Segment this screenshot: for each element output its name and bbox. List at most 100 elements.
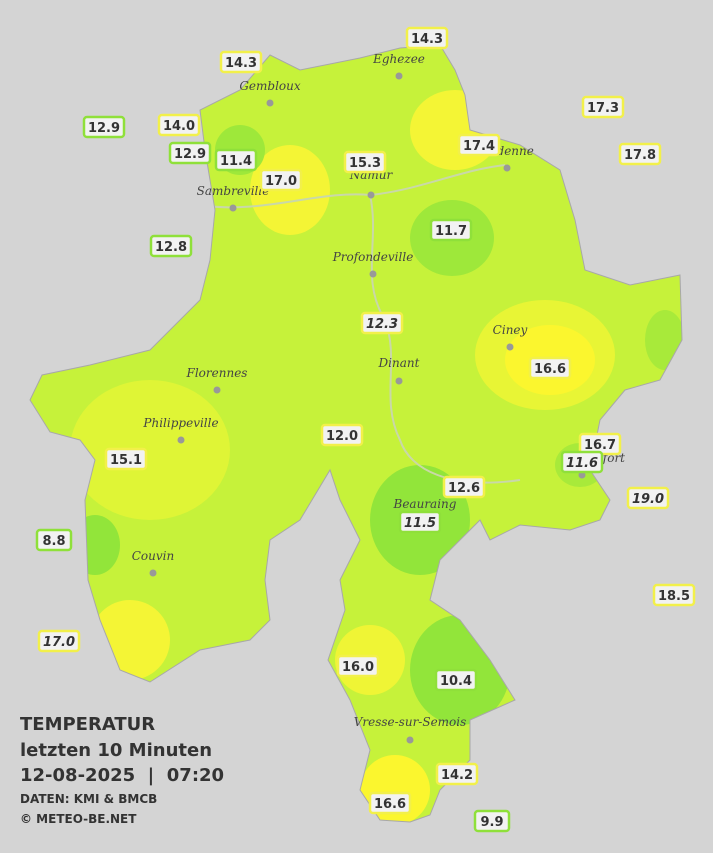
station-box — [82, 115, 126, 139]
station-box — [442, 475, 486, 499]
station-value: 9.9 — [480, 815, 503, 830]
town-label: Profondeville — [332, 250, 414, 264]
station: 15.3 — [343, 150, 387, 174]
town-dot — [177, 436, 185, 444]
station-box — [336, 654, 380, 678]
station-box — [168, 141, 212, 165]
station: 14.2 — [435, 762, 479, 786]
town-label: Gembloux — [239, 79, 301, 93]
station: 8.8 — [35, 528, 73, 552]
station-box — [37, 629, 81, 653]
station-value: 14.3 — [225, 56, 257, 71]
station: 9.9 — [473, 809, 511, 833]
town-label: Vresse-sur-Semois — [354, 715, 467, 729]
station-box — [457, 133, 501, 157]
station-value: 17.4 — [463, 139, 495, 154]
station: 12.9 — [82, 115, 126, 139]
station-value: 11.4 — [220, 154, 252, 169]
station-box — [626, 486, 670, 510]
station-box — [405, 26, 449, 50]
station: 10.4 — [434, 668, 478, 692]
town-label: Dinant — [378, 356, 420, 370]
station-value: 15.3 — [349, 156, 381, 171]
town-dot — [229, 204, 237, 212]
station-box — [581, 95, 625, 119]
town-dot — [503, 164, 511, 172]
station: 16.7 — [578, 432, 622, 456]
town-label: Eghezee — [372, 52, 425, 66]
title: TEMPERATUR — [20, 714, 155, 735]
station-value: 12.9 — [174, 147, 206, 162]
station: 16.6 — [368, 791, 412, 815]
station-box — [652, 583, 696, 607]
station-box — [429, 218, 473, 242]
town-label: Beauraing — [393, 497, 457, 511]
station-value: 14.0 — [163, 119, 195, 134]
station-value: 16.6 — [534, 362, 566, 377]
station: 17.0 — [259, 168, 303, 192]
timestamp: 12-08-2025 | 07:20 — [20, 765, 224, 786]
town-dot — [395, 377, 403, 385]
town-label: Ciney — [493, 323, 528, 337]
station: 17.0 — [37, 629, 81, 653]
station: 16.0 — [336, 654, 380, 678]
station: 16.6 — [528, 356, 572, 380]
station-value: 16.7 — [584, 438, 616, 453]
station-value: 15.1 — [110, 453, 142, 468]
station-box — [149, 234, 193, 258]
station-box — [320, 423, 364, 447]
station-box — [343, 150, 387, 174]
station: 14.3 — [219, 50, 263, 74]
town-dot — [149, 569, 157, 577]
station-box — [104, 447, 148, 471]
station-value: 17.8 — [624, 148, 656, 163]
station: 17.4 — [457, 133, 501, 157]
copyright: © METEO-BE.NET — [20, 812, 137, 826]
station: 11.6 — [560, 450, 604, 474]
town-dot — [266, 99, 274, 107]
station-value: 12.3 — [366, 317, 398, 332]
station-value: 12.0 — [326, 429, 358, 444]
town-dot — [369, 270, 377, 278]
station-box — [368, 791, 412, 815]
station: 12.9 — [168, 141, 212, 165]
station: 15.1 — [104, 447, 148, 471]
station: 12.0 — [320, 423, 364, 447]
station: 17.8 — [618, 142, 662, 166]
town-dot — [367, 191, 375, 199]
town-dot — [213, 386, 221, 394]
station-box — [214, 148, 258, 172]
station-value: 10.4 — [440, 674, 472, 689]
town-label: Sambreville — [197, 184, 270, 198]
station-value: 17.3 — [587, 101, 619, 116]
station-box — [259, 168, 303, 192]
town-dot — [406, 736, 414, 744]
station: 11.5 — [398, 510, 442, 534]
station: 12.6 — [442, 475, 486, 499]
station-box — [157, 113, 201, 137]
station-box — [219, 50, 263, 74]
station: 12.3 — [360, 311, 404, 335]
station-value: 17.0 — [43, 635, 75, 650]
station-value: 12.6 — [448, 481, 480, 496]
station-value: 16.6 — [374, 797, 406, 812]
station-value: 11.7 — [435, 224, 467, 239]
station-box — [360, 311, 404, 335]
town-dot — [395, 72, 403, 80]
station-value: 11.6 — [566, 456, 598, 471]
station-value: 8.8 — [42, 534, 65, 549]
station: 14.3 — [405, 26, 449, 50]
station-box — [473, 809, 511, 833]
station: 11.7 — [429, 218, 473, 242]
station-value: 19.0 — [632, 492, 664, 507]
station-box — [528, 356, 572, 380]
station-value: 12.8 — [155, 240, 187, 255]
stations: 14.3 14.3 12.9 14.0 12.9 11.4 17.0 15.3 17.4 17.3… — [35, 26, 696, 833]
town-dot — [506, 343, 514, 351]
station-box — [618, 142, 662, 166]
station-value: 16.0 — [342, 660, 374, 675]
station: 18.5 — [652, 583, 696, 607]
station: 14.0 — [157, 113, 201, 137]
station: 19.0 — [626, 486, 670, 510]
